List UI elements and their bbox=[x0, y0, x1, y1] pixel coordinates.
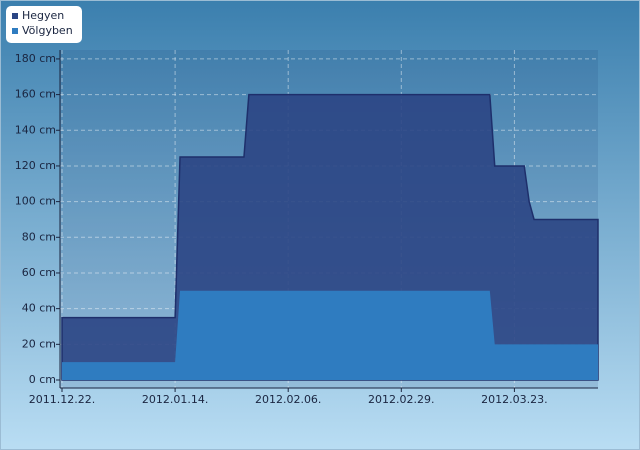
y-tick-label: 140 cm bbox=[15, 123, 56, 136]
x-tick-label: 2012.03.23. bbox=[481, 393, 547, 406]
y-tick-label: 20 cm bbox=[22, 337, 56, 350]
legend-label: Völgyben bbox=[22, 24, 73, 37]
x-tick-label: 2012.01.14. bbox=[142, 393, 208, 406]
y-tick-label: 60 cm bbox=[22, 266, 56, 279]
legend-label: Hegyen bbox=[22, 9, 64, 22]
y-tick-label: 0 cm bbox=[29, 373, 56, 386]
legend-swatch bbox=[12, 13, 18, 19]
y-tick-label: 40 cm bbox=[22, 302, 56, 315]
y-tick-label: 180 cm bbox=[15, 52, 56, 65]
y-tick-label: 100 cm bbox=[15, 195, 56, 208]
x-tick-label: 2012.02.06. bbox=[255, 393, 321, 406]
x-tick-label: 2011.12.22. bbox=[29, 393, 95, 406]
x-tick-label: 2012.02.29. bbox=[368, 393, 434, 406]
legend-swatch bbox=[12, 28, 18, 34]
area bbox=[62, 290, 598, 380]
y-tick-label: 160 cm bbox=[15, 88, 56, 101]
y-tick-label: 120 cm bbox=[15, 159, 56, 172]
legend: Hegyen Völgyben bbox=[6, 6, 82, 43]
legend-box bbox=[6, 6, 82, 43]
y-tick-label: 80 cm bbox=[22, 230, 56, 243]
